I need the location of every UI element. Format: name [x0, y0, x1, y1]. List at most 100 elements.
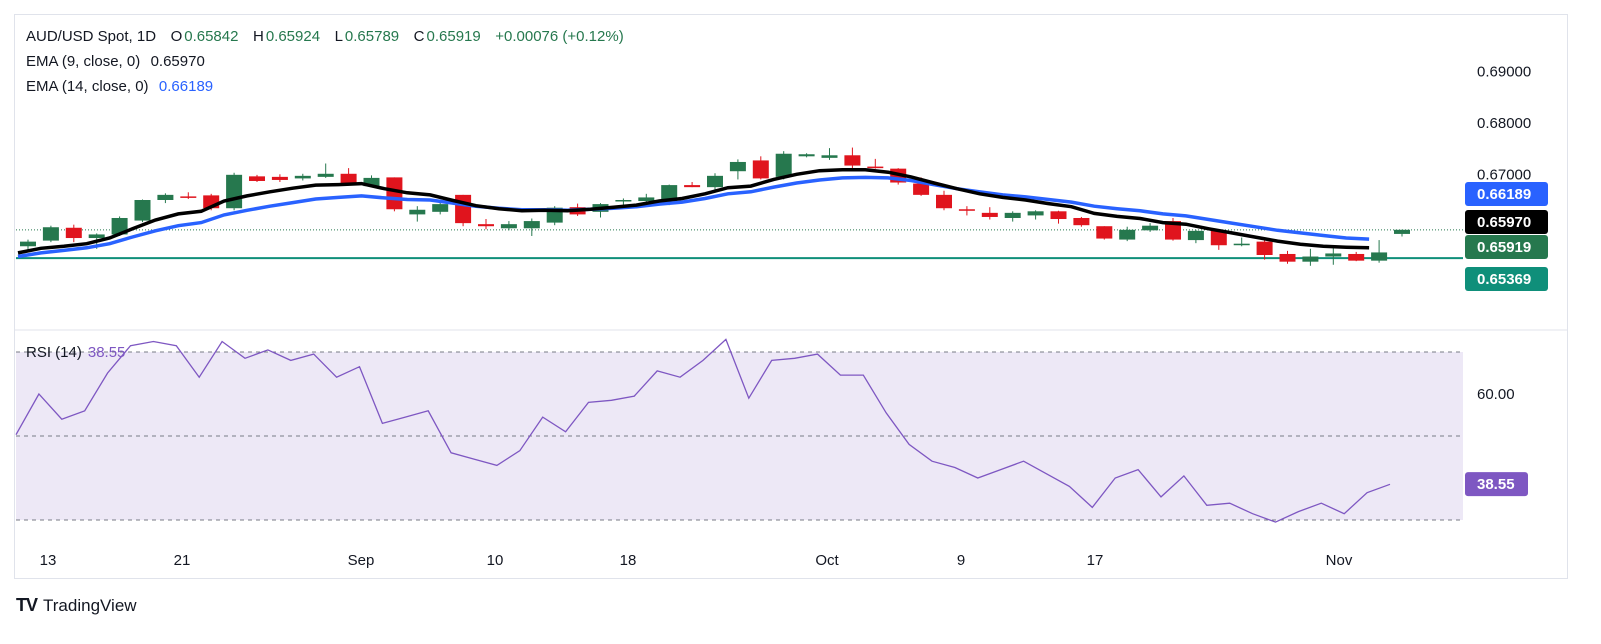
- candle: [500, 221, 517, 231]
- candle-body: [1325, 253, 1342, 257]
- candle-body: [867, 166, 884, 169]
- candle-body: [226, 174, 243, 209]
- candle-body: [752, 160, 769, 179]
- candle: [707, 173, 723, 190]
- candle-body: [157, 194, 174, 200]
- candle-body: [1256, 241, 1273, 255]
- candle: [1302, 248, 1319, 266]
- price-badge: 0.66189: [1465, 182, 1548, 206]
- ema14-value: 0.66189: [158, 78, 214, 95]
- candle: [1187, 229, 1204, 244]
- candle-body: [478, 224, 494, 227]
- candle-body: [363, 177, 380, 187]
- candle-body: [798, 154, 815, 157]
- brand-name: TradingView: [43, 595, 137, 615]
- high-label: H: [252, 28, 264, 45]
- candle-body: [1142, 225, 1159, 231]
- candle-body: [913, 183, 930, 195]
- candle: [1119, 226, 1136, 242]
- candle-body: [386, 177, 403, 210]
- price-badge-label: 0.65369: [1477, 271, 1531, 288]
- open-label: O: [170, 28, 183, 45]
- candle: [226, 172, 243, 211]
- rsi-badge-bg: [1465, 472, 1528, 497]
- axes: 0.690000.680000.670000.650000.661890.659…: [15, 64, 1567, 569]
- price-badge-bg: [1465, 182, 1548, 206]
- candle: [1210, 229, 1227, 250]
- low-label: L: [334, 28, 343, 45]
- candle: [294, 173, 311, 181]
- candle-body: [111, 217, 128, 235]
- candle-body: [340, 173, 357, 184]
- candle: [1371, 240, 1388, 263]
- low-value: 0.65789: [344, 28, 400, 45]
- candle: [42, 225, 59, 243]
- candle-body: [409, 209, 426, 215]
- candle: [157, 193, 174, 204]
- candle: [478, 219, 494, 230]
- candle-body: [1165, 221, 1181, 240]
- candle-body: [1004, 212, 1021, 218]
- candle: [1004, 211, 1021, 222]
- price-tick-label: 0.68000: [1477, 115, 1531, 132]
- candle-body: [844, 155, 861, 166]
- rsi-label: RSI (14): [26, 344, 82, 361]
- candle: [1233, 237, 1250, 247]
- candle: [180, 192, 197, 199]
- ema9-legend[interactable]: EMA (9, close, 0) 0.65970: [26, 53, 207, 70]
- candle-body: [1348, 253, 1365, 261]
- candle: [20, 239, 36, 250]
- candle: [1073, 216, 1090, 227]
- candle: [1279, 250, 1296, 264]
- candle-body: [638, 197, 655, 202]
- candle-body: [180, 196, 197, 198]
- price-tick-label: 0.67000: [1477, 166, 1531, 183]
- time-tick-label: 13: [40, 552, 57, 569]
- candle: [1348, 251, 1365, 262]
- candle-body: [1279, 253, 1296, 262]
- candle-body: [821, 155, 838, 158]
- tradingview-logo-icon: TV: [16, 595, 38, 615]
- candle-body: [20, 241, 36, 247]
- time-tick-label: Nov: [1326, 552, 1353, 569]
- candle-body: [88, 234, 105, 239]
- candle-body: [1050, 211, 1067, 220]
- candle: [1142, 223, 1159, 232]
- time-tick-label: Oct: [815, 552, 839, 569]
- close-value: 0.65919: [426, 28, 481, 45]
- candle-body: [271, 176, 288, 180]
- candle-body: [729, 161, 746, 172]
- time-tick-label: 18: [620, 552, 637, 569]
- candle-body: [615, 200, 632, 202]
- candle: [684, 182, 701, 188]
- price-badge-bg: [1465, 210, 1548, 234]
- rsi-value: 38.55: [87, 344, 126, 361]
- candle: [134, 199, 151, 223]
- candle-body: [42, 227, 59, 241]
- price-badge: 0.65369: [1465, 267, 1548, 291]
- candle: [271, 174, 288, 183]
- candle: [844, 147, 861, 172]
- candle-body: [1210, 230, 1227, 246]
- candle-body: [432, 204, 449, 212]
- time-tick-label: 10: [487, 552, 504, 569]
- candle-body: [775, 153, 792, 177]
- candle-body: [1371, 252, 1388, 261]
- price-pane: [16, 147, 1463, 266]
- ema14-line: [17, 175, 1370, 259]
- price-badge: 0.65919: [1465, 235, 1548, 259]
- candle: [775, 151, 792, 180]
- candle-body: [1233, 243, 1250, 246]
- candle-body: [1302, 256, 1319, 262]
- ema14-legend[interactable]: EMA (14, close, 0) 0.66189: [26, 78, 215, 95]
- rsi-badge-label: 38.55: [1477, 476, 1515, 493]
- high-value: 0.65924: [265, 28, 321, 45]
- tradingview-brand[interactable]: TV TradingView: [16, 595, 137, 616]
- rsi-pane: [15, 338, 1463, 523]
- price-badge-label: 0.65919: [1477, 239, 1531, 256]
- candle-body: [661, 185, 678, 202]
- candle-body: [500, 224, 517, 229]
- rsi-legend[interactable]: RSI (14) 38.55: [26, 344, 125, 361]
- rsi-badge: 38.55: [1465, 472, 1528, 497]
